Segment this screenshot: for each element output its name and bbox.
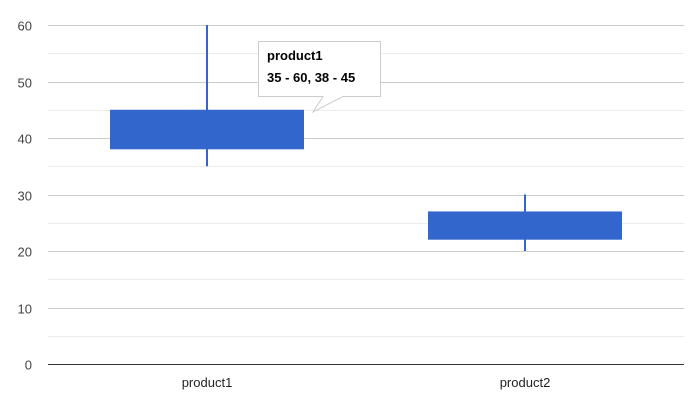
- x-axis-labels: product1 product2: [182, 375, 551, 390]
- x-tick-label: product1: [182, 375, 233, 390]
- candle-body: [110, 109, 304, 150]
- y-axis-ticks: 0 10 20 30 40 50 60: [18, 19, 32, 373]
- y-tick-label: 60: [18, 19, 32, 34]
- y-tick-label: 50: [18, 76, 32, 91]
- y-tick-label: 30: [18, 189, 32, 204]
- y-tick-label: 10: [18, 302, 32, 317]
- tooltip-box: [258, 41, 381, 114]
- tooltip: product1 35 - 60, 38 - 45: [258, 41, 381, 114]
- candle-product2: [428, 194, 622, 251]
- candle-product1: [110, 25, 304, 167]
- candles: [110, 25, 622, 251]
- candle-body: [428, 211, 622, 240]
- y-tick-label: 0: [25, 358, 32, 373]
- x-tick-label: product2: [500, 375, 551, 390]
- y-tick-label: 40: [18, 132, 32, 147]
- tooltip-value: 35 - 60, 38 - 45: [267, 70, 355, 85]
- tooltip-title: product1: [267, 48, 323, 63]
- y-tick-label: 20: [18, 245, 32, 260]
